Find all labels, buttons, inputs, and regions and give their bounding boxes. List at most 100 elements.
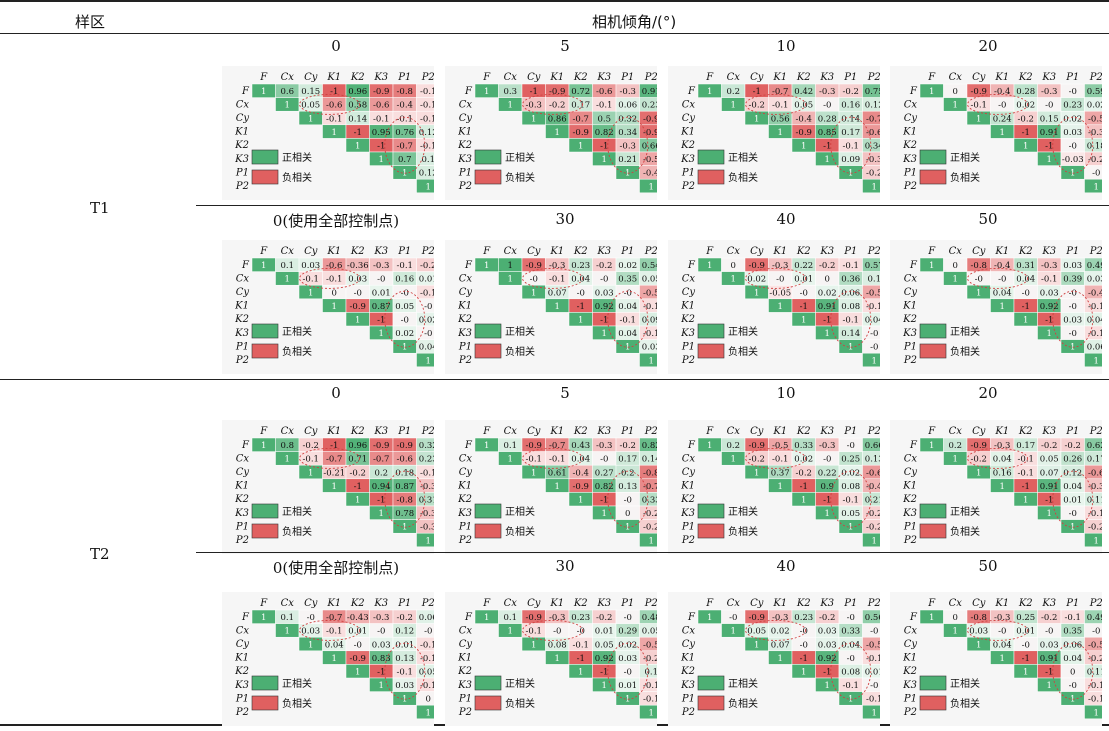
column-label: Cx [949,72,963,83]
cell-value: 0.35 [1063,627,1082,637]
cell-value: -0.1 [843,315,859,325]
cell-value: 0.02 [841,468,860,478]
correlation-matrix-svg: FF Cx Cx Cy Cy K1 K1 K2 K2 K3 K3 P1 P1 P2 P2 1 1 -0.9 -0.3… [445,240,657,374]
cell-value: 0.9 [820,482,834,492]
column-label: K1 [772,426,787,437]
cell-value: 1 [649,356,654,366]
cell-value: 1 [508,101,513,111]
legend-positive-swatch [474,323,502,339]
highlight-ellipse-cx [967,267,1029,289]
matrix-cell [1084,704,1102,720]
cell-value: 0.09 [841,155,860,165]
row-label: P1 [903,521,917,532]
cell-value: -0.9 [573,482,589,492]
cell-value: 0.54 [642,261,657,271]
column-label: P1 [843,598,857,609]
cell-value: 1 [625,695,630,705]
cell-value: 1 [825,155,830,165]
cell-value: -0.1 [843,261,859,271]
cell-value: -0.1 [971,101,987,111]
cell-value: -0 [401,288,409,298]
cell-value: -0.1 [420,141,434,151]
cell-value: 0.02 [1087,101,1102,111]
correlation-matrix-svg: FF Cx Cx Cy Cy K1 K1 K2 K2 K3 K3 P1 P1 P2 P2 1 0.2 -0.9 -0… [668,420,880,554]
row-label: P2 [235,355,249,366]
row-label: F [687,440,696,451]
cell-value: -0 [354,288,362,298]
cell-value: -1 [530,87,538,97]
column-label: P2 [867,72,880,83]
highlight-ellipse-p [830,116,872,174]
cell-value: -0 [1069,141,1077,151]
sample-label-t2: T2 [90,545,110,563]
cell-value: 0.02 [618,640,637,650]
cell-value: 0.18 [1087,141,1102,151]
cell-value: -0.3 [772,261,788,271]
row-label: F [241,612,250,623]
cell-value: 0.01 [794,275,813,285]
cell-value: -0.7 [643,482,657,492]
legend-negative-swatch [697,343,725,359]
cell-value: -0.2 [643,509,657,519]
cell-value: -0.6 [326,261,342,271]
cell-value: 1 [1070,695,1075,705]
column-label: Cy [750,426,764,437]
cell-value: -0.5 [772,441,788,451]
matrix-cell [1084,178,1102,194]
cell-value: -0.1 [397,261,413,271]
highlight-ellipse-cx [299,447,361,469]
column-label: Cy [304,598,318,609]
row-label: K1 [457,301,472,312]
legend-positive-swatch [251,323,279,339]
cell-value: -0.1 [843,141,859,151]
cell-value: 0.2 [374,468,388,478]
row-label: P1 [458,521,472,532]
correlation-matrix: F F Cx Cx Cy Cy K1 K1 K2 K2 K3 K3 P1 P1 P2 P2 1 0.1 -0.9 -0… [445,592,657,726]
cell-value: 1 [1094,536,1099,546]
column-label: K3 [596,246,611,257]
cell-value: 1 [308,288,313,298]
cell-value: 0.75 [865,87,880,97]
cell-value: -0.7 [772,87,788,97]
highlight-ellipse-cx [522,93,584,115]
cell-value: -0 [800,627,808,637]
cell-value: 0.03 [1040,640,1059,650]
cell-value: 1 [872,356,877,366]
column-label: K3 [1041,598,1056,609]
row-label: Cy [682,467,696,478]
column-label: K1 [994,246,1009,257]
cell-value: 1 [929,441,934,451]
cell-value: -0.8 [397,87,413,97]
cell-value: 1 [1023,141,1028,151]
column-label: K2 [350,598,365,609]
highlight-ellipse-cx [522,619,584,641]
cell-value: 0.15 [301,87,320,97]
highlight-ellipse-p [607,642,649,700]
cell-value: 0.04 [325,640,344,650]
row-divider [196,552,1109,553]
cell-value: -0.1 [573,640,589,650]
cell-value: 1 [285,627,290,637]
legend-positive-label: 正相关 [282,151,312,164]
row-label: K3 [234,508,249,519]
cell-value: 1 [1000,482,1005,492]
legend-positive-label: 正相关 [728,151,758,164]
cell-value: -0.7 [326,613,342,623]
legend-negative-swatch [474,695,502,711]
cell-value: -0.3 [420,509,434,519]
cell-value: -0.3 [1041,261,1057,271]
cell-value: -1 [377,495,385,505]
legend-positive-label: 正相关 [282,325,312,338]
matrix-cell [862,352,880,368]
cell-value: 1 [484,87,489,97]
cell-value: 0.01 [395,640,414,650]
cell-value: -0.9 [796,128,812,138]
cell-value: -0 [553,627,561,637]
column-label: K2 [573,72,588,83]
cell-value: 1 [649,708,654,718]
cell-value: 0.09 [642,315,657,325]
column-label: Cx [504,426,518,437]
highlight-ellipse-p [1052,642,1094,700]
cell-value: 1 [953,455,958,465]
highlight-ellipse-cx [299,619,361,641]
